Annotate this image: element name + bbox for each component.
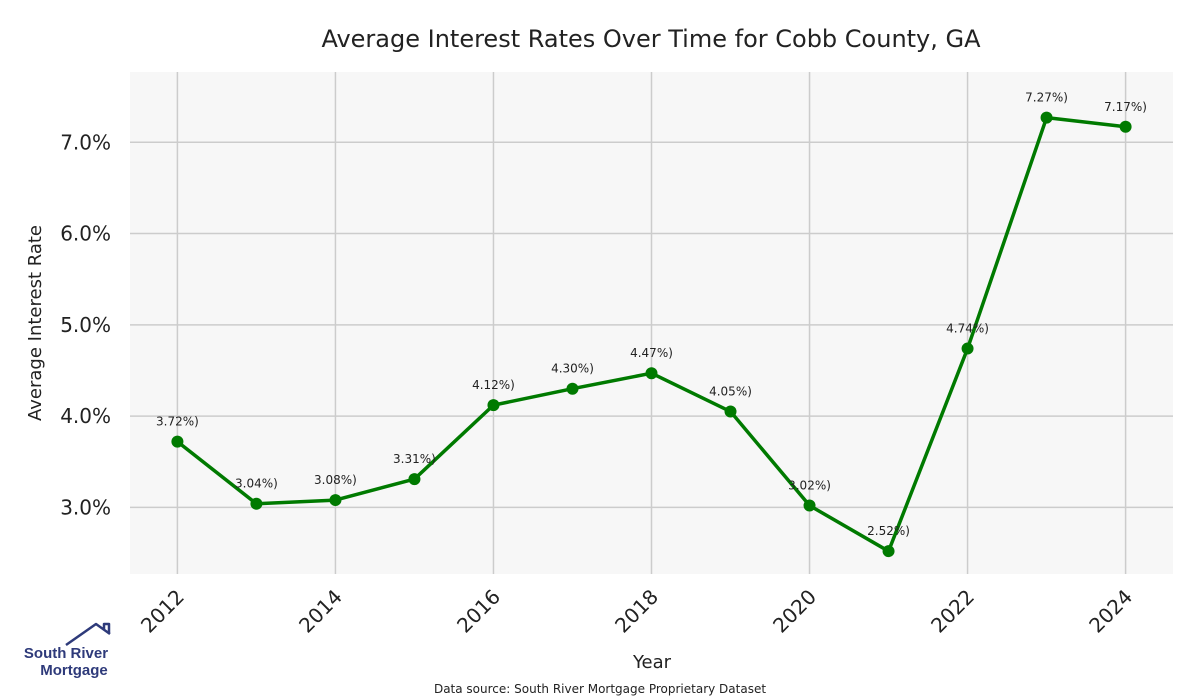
logo-line-1: South River [24,645,108,662]
x-tick-label: 2020 [768,585,821,638]
data-point [329,494,342,507]
logo-line-2: Mortgage [40,662,108,679]
data-label: 4.47%) [630,346,673,360]
data-point [724,405,737,418]
data-point [645,367,658,380]
data-point [803,499,816,512]
data-source-note: Data source: South River Mortgage Propri… [434,682,766,696]
y-axis-label: Average Interest Rate [25,225,46,421]
data-label: 4.12%) [472,378,515,392]
x-tick-label: 2016 [452,585,505,638]
data-label: 3.31%) [393,452,436,466]
data-label: 2.52%) [867,524,910,538]
data-point [250,497,263,510]
y-tick-label: 7.0% [60,130,111,154]
y-tick-label: 3.0% [60,495,111,519]
data-label: 3.02%) [788,479,831,493]
house-roof-icon [65,622,111,647]
data-label: 4.74%) [946,322,989,336]
x-axis-label: Year [632,652,672,673]
data-point [566,382,579,395]
data-points [171,111,1132,558]
y-tick-label: 6.0% [60,222,111,246]
data-label: 4.30%) [551,362,594,376]
data-label: 4.05%) [709,385,752,399]
x-tick-label: 2018 [610,585,663,638]
data-label: 7.27%) [1025,91,1068,105]
grid-lines [130,72,1173,574]
data-label: 3.72%) [156,415,199,429]
data-point [171,435,184,448]
x-tick-label: 2014 [294,585,347,638]
data-label: 7.17%) [1104,100,1147,114]
y-axis-ticks: 3.0% 4.0% 5.0% 6.0% 7.0% [60,130,111,519]
chart-title: Average Interest Rates Over Time for Cob… [321,25,981,53]
data-point [408,473,421,486]
data-label: 3.04%) [235,477,278,491]
data-point [1040,111,1053,124]
company-logo: South River Mortgage [24,622,111,679]
x-axis-ticks: 2012 2014 2016 2018 2020 2022 2024 [136,585,1137,638]
data-point [487,399,500,412]
data-point [1119,120,1132,133]
x-tick-label: 2012 [136,585,189,638]
data-point [961,342,974,355]
data-label: 3.08%) [314,473,357,487]
y-tick-label: 5.0% [60,313,111,337]
x-tick-label: 2024 [1084,585,1137,638]
data-point [882,545,895,558]
y-tick-label: 4.0% [60,404,111,428]
data-labels: 3.72%) 3.04%) 3.08%) 3.31%) 4.12%) 4.30%) 4.47… [156,91,1147,539]
x-tick-label: 2022 [926,585,979,638]
